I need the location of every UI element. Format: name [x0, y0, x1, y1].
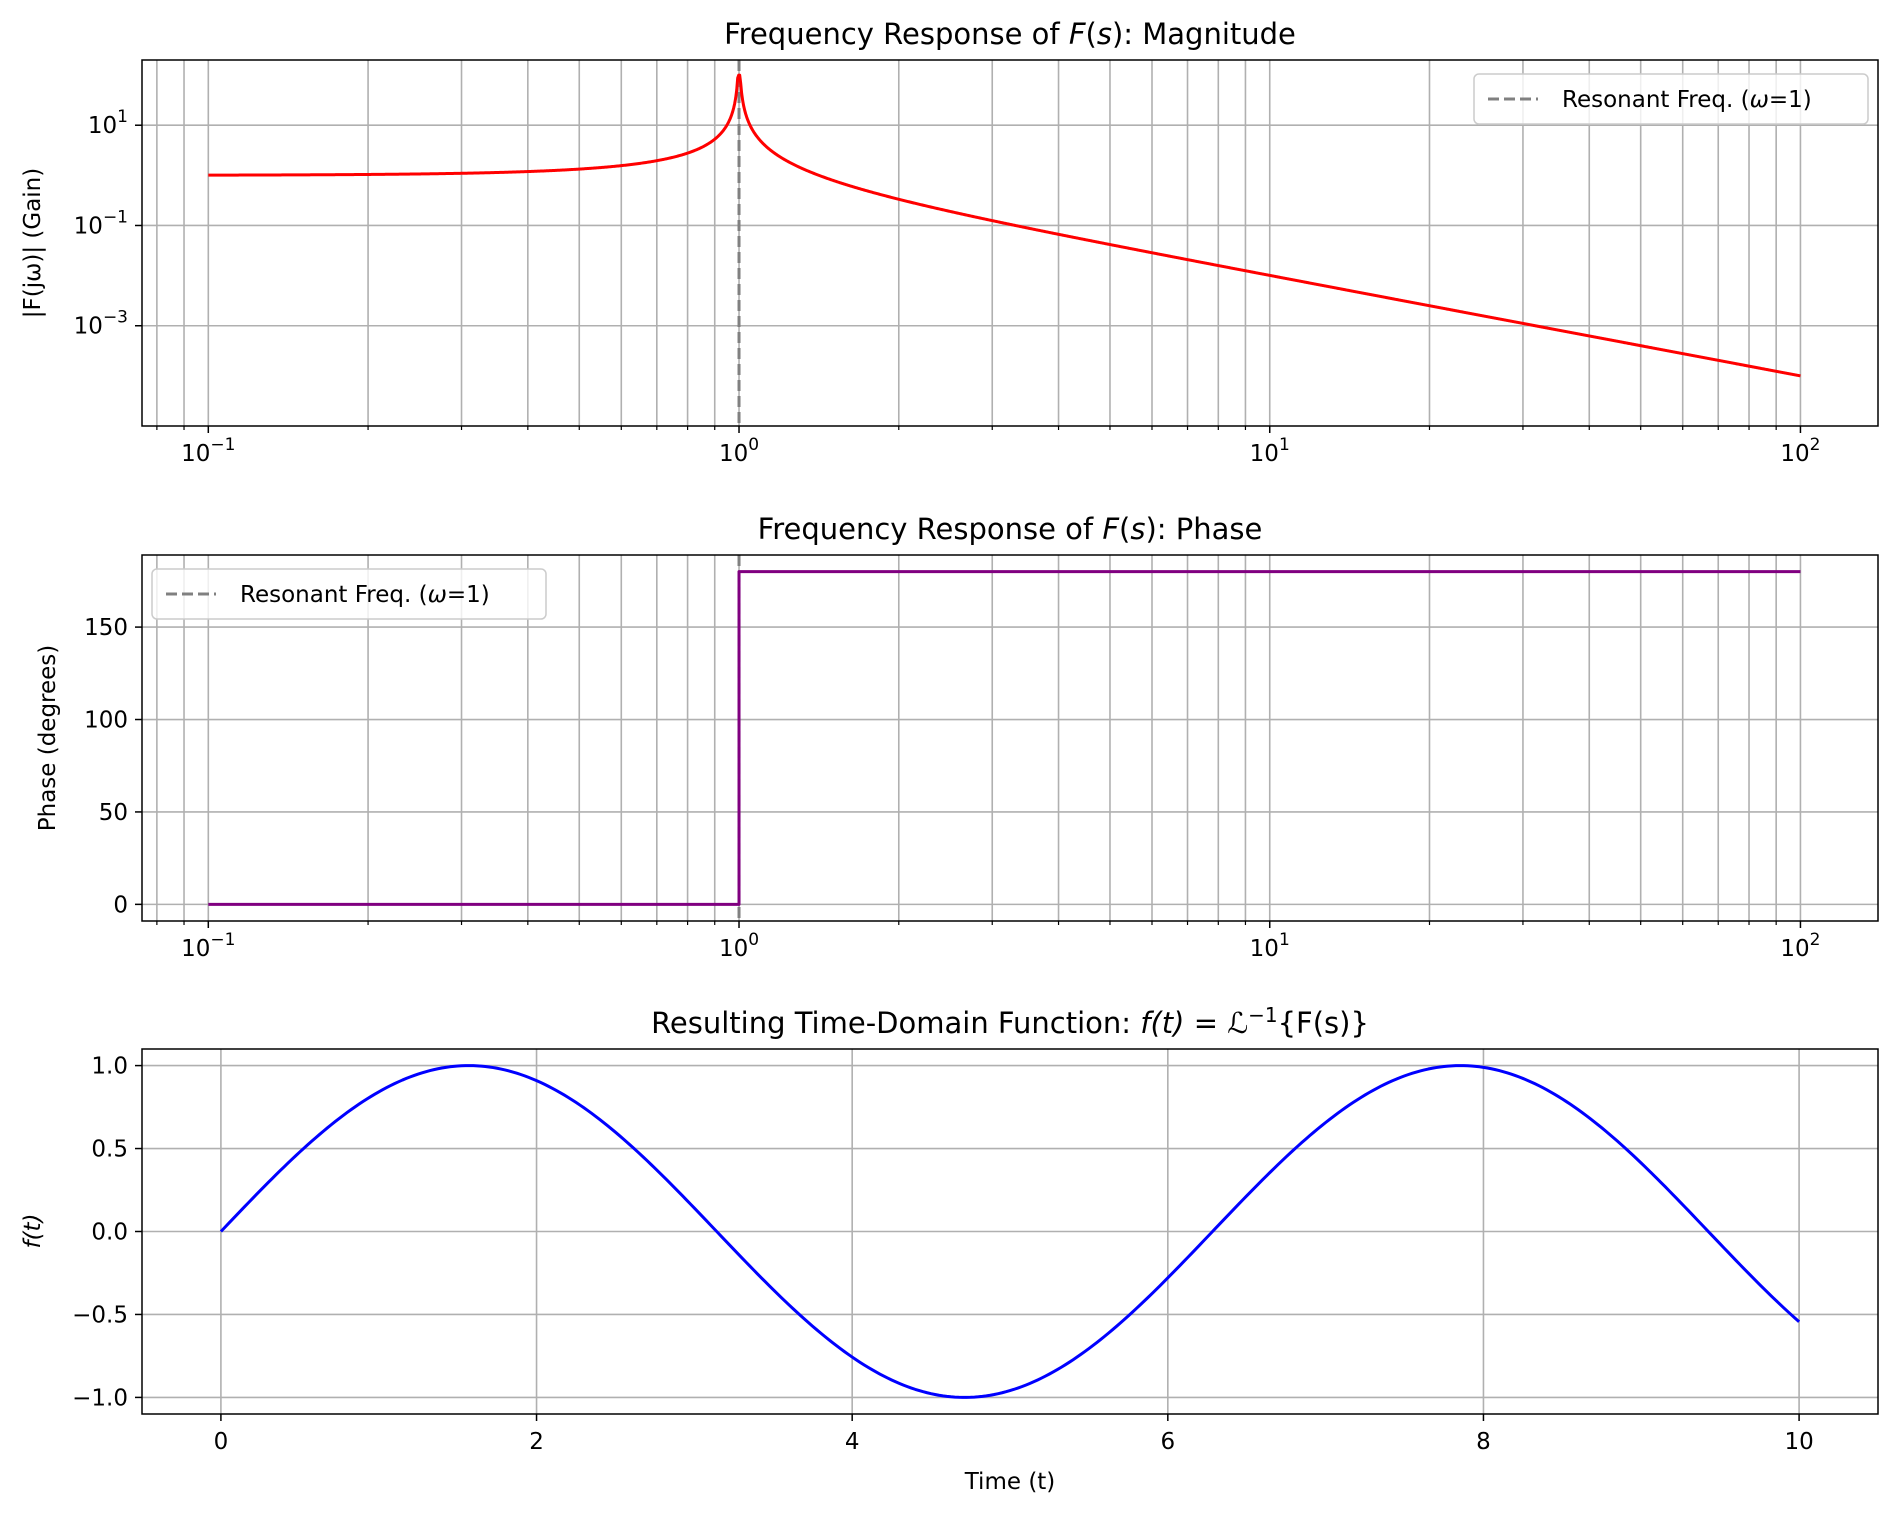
y-tick-label: −1.0	[72, 1385, 128, 1411]
magnitude-axes-frame	[141, 59, 1879, 427]
magnitude-legend-box	[1473, 73, 1869, 125]
x-tick-label: 4	[845, 1429, 860, 1455]
y-tick-label: 150	[84, 615, 128, 641]
time-domain-data	[219, 1064, 1801, 1399]
y-tick-label: −0.5	[72, 1302, 128, 1328]
phase-legend-box	[151, 568, 547, 620]
magnitude-ticks: 10−1 100 101 102 101 10−1 10−3	[74, 107, 1821, 467]
magnitude-title: Frequency Response of F(s): Magnitude	[724, 17, 1296, 51]
time-domain-panel: 0 2 4 6 8 10 1.0 0.5 0.0 −0.5 −1.0 Resulting Time-…	[20, 1003, 1879, 1495]
x-tick-label: 0	[214, 1429, 229, 1455]
magnitude-y-axis-label: |F(jω)| (Gain)	[20, 168, 46, 318]
series-line	[208, 570, 1801, 906]
magnitude-legend: Resonant Freq. (ω=1)	[1473, 73, 1869, 125]
y-tick-label: 10−1	[74, 207, 128, 239]
magnitude-grid	[142, 60, 1878, 426]
series-line	[207, 73, 1801, 378]
y-tick-label: 50	[99, 800, 128, 826]
y-tick-label: 1.0	[91, 1054, 128, 1080]
phase-title: Frequency Response of F(s): Phase	[758, 512, 1263, 546]
x-tick-label: 10−1	[181, 930, 235, 962]
x-tick-label: 102	[1780, 435, 1820, 467]
x-tick-label: 101	[1250, 435, 1290, 467]
phase-ticks: 10−1 100 101 102 0 50 100 150	[84, 615, 1820, 962]
y-tick-label: 0.0	[91, 1220, 128, 1246]
series-line	[219, 1064, 1801, 1399]
phase-y-axis-label: Phase (degrees)	[35, 645, 61, 832]
x-tick-label: 100	[719, 435, 759, 467]
magnitude-panel: 10−1 100 101 102 101 10−1 10−3 Frequency Respo…	[20, 17, 1879, 467]
y-tick-label: 0	[113, 892, 128, 918]
time-domain-grid	[142, 1049, 1878, 1414]
time-domain-title: Resulting Time-Domain Function: f(t) = ℒ…	[651, 1003, 1369, 1040]
phase-axes-frame	[141, 554, 1879, 922]
time-domain-y-axis-label: f(t)	[20, 1213, 46, 1248]
x-tick-label: 8	[1476, 1429, 1491, 1455]
x-tick-label: 10−1	[181, 435, 235, 467]
phase-panel: 10−1 100 101 102 0 50 100 150 Frequency Respons…	[35, 512, 1879, 962]
phase-legend-label: Resonant Freq. (ω=1)	[240, 582, 490, 608]
x-tick-label: 101	[1250, 930, 1290, 962]
phase-data	[208, 555, 1801, 921]
y-tick-label: 101	[88, 107, 128, 139]
x-tick-label: 102	[1780, 930, 1820, 962]
magnitude-data	[207, 60, 1801, 426]
time-domain-x-axis-label: Time (t)	[964, 1469, 1056, 1495]
y-tick-label: 10−3	[74, 308, 128, 340]
y-tick-label: 0.5	[91, 1137, 128, 1163]
magnitude-legend-label: Resonant Freq. (ω=1)	[1562, 87, 1812, 113]
x-tick-label: 100	[719, 930, 759, 962]
phase-legend: Resonant Freq. (ω=1)	[151, 568, 547, 620]
x-tick-label: 10	[1784, 1429, 1813, 1455]
x-tick-label: 2	[529, 1429, 544, 1455]
y-tick-label: 100	[84, 708, 128, 734]
x-tick-label: 6	[1160, 1429, 1175, 1455]
time-domain-ticks: 0 2 4 6 8 10 1.0 0.5 0.0 −0.5 −1.0	[72, 1054, 1814, 1455]
